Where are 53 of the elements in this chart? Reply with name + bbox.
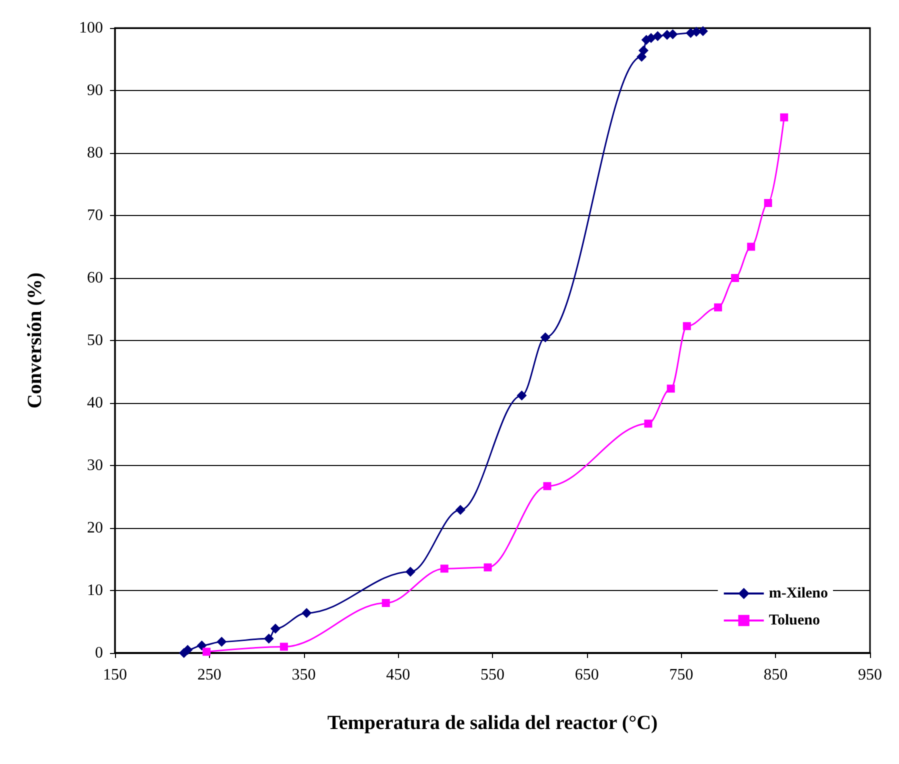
x-tick-label: 450 xyxy=(386,666,410,684)
x-tick-label: 550 xyxy=(480,666,504,684)
point xyxy=(638,46,648,56)
point xyxy=(405,566,416,577)
point xyxy=(780,113,788,122)
point xyxy=(302,608,312,618)
x-tick-label: 150 xyxy=(103,666,127,684)
point xyxy=(646,33,656,43)
y-tick-label: 60 xyxy=(87,270,103,286)
point xyxy=(652,31,663,42)
point xyxy=(182,644,193,655)
x-axis-title: Temperatura de salida del reactor (°C) xyxy=(327,712,658,734)
point xyxy=(543,482,552,490)
legend-label: Tolueno xyxy=(768,612,820,628)
point xyxy=(540,332,550,342)
point xyxy=(455,504,466,515)
point xyxy=(747,242,756,251)
point xyxy=(440,564,448,573)
point xyxy=(714,303,722,312)
y-tick-label: 20 xyxy=(87,520,103,536)
point xyxy=(280,642,288,651)
point xyxy=(666,384,675,393)
y-tick-label: 30 xyxy=(87,457,103,474)
x-tick-label: 850 xyxy=(764,666,788,684)
legend-label: m-Xileno xyxy=(768,586,828,602)
point xyxy=(216,636,227,647)
y-tick-label: 90 xyxy=(87,82,103,99)
x-tick-label: 350 xyxy=(292,666,316,684)
x-tick-label: 950 xyxy=(858,666,882,684)
point xyxy=(382,599,390,607)
y-tick-label: 10 xyxy=(87,582,103,599)
point xyxy=(764,199,772,207)
x-tick-label: 250 xyxy=(197,666,222,684)
y-axis-title: Conversión (%) xyxy=(24,272,46,409)
y-tick-label: 50 xyxy=(87,332,103,349)
point xyxy=(636,52,647,62)
x-tick-label: 650 xyxy=(574,666,599,684)
point xyxy=(270,624,280,634)
point xyxy=(644,420,652,428)
point xyxy=(202,648,211,656)
point xyxy=(698,26,708,36)
y-tick-label: 70 xyxy=(87,207,103,224)
point xyxy=(264,634,274,644)
point xyxy=(196,640,207,650)
point xyxy=(516,390,527,400)
point xyxy=(682,322,691,330)
point xyxy=(484,563,492,572)
y-tick-label: 0 xyxy=(95,644,103,662)
y-tick-label: 40 xyxy=(87,394,103,412)
point xyxy=(731,274,740,282)
y-tick-label: 100 xyxy=(79,20,103,36)
y-tick-label: 80 xyxy=(87,144,103,162)
x-tick-label: 750 xyxy=(669,666,694,684)
